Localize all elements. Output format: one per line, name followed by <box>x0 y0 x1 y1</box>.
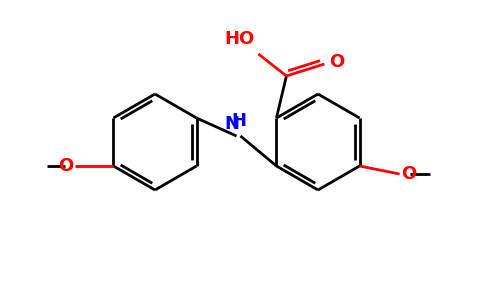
Text: HO: HO <box>224 30 255 48</box>
Text: O: O <box>58 157 74 175</box>
Text: O: O <box>330 53 345 71</box>
Text: N: N <box>224 115 239 133</box>
Text: O: O <box>402 165 417 183</box>
Text: H: H <box>231 112 246 130</box>
